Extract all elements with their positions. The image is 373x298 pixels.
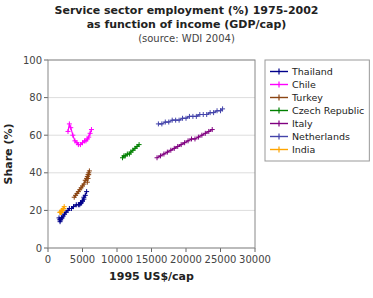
plot-area <box>57 106 226 224</box>
point <box>87 168 92 173</box>
point <box>66 129 71 134</box>
y-tick-label: 0 <box>36 243 42 254</box>
point <box>220 106 225 111</box>
x-tick-label: 20000 <box>170 254 202 265</box>
y-tick <box>44 210 48 211</box>
y-tick-label: 20 <box>29 205 42 216</box>
y-tick <box>44 248 48 249</box>
point <box>86 176 91 181</box>
title: Service sector employment (%) 1975-2002 <box>55 4 319 17</box>
legend-box <box>265 60 369 161</box>
legend-marker <box>276 108 282 114</box>
legend-label: Chile <box>292 79 316 90</box>
series <box>120 142 142 160</box>
x-axis-label: 1995 US$/cap <box>109 270 194 283</box>
x-tick <box>186 248 187 252</box>
point <box>70 133 75 138</box>
legend-marker <box>276 82 282 88</box>
series-line <box>68 124 91 145</box>
grid-line <box>48 172 255 173</box>
x-tick <box>117 248 118 252</box>
legend-label: India <box>292 144 315 155</box>
point <box>86 172 91 177</box>
legend-label: Thailand <box>291 66 333 77</box>
subtitle: as function of income (GDP/cap) <box>87 18 287 31</box>
x-tick <box>220 248 221 252</box>
x-tick-label: 10000 <box>101 254 133 265</box>
grid-line <box>48 210 255 211</box>
legend-marker <box>276 121 282 127</box>
legend-marker <box>276 69 282 75</box>
x-tick <box>255 248 256 252</box>
series-line <box>158 109 222 124</box>
x-tick-label: 5000 <box>70 254 95 265</box>
y-tick <box>44 135 48 136</box>
legend-label: Netherlands <box>292 131 350 142</box>
plot-frame <box>48 60 255 248</box>
x-tick-label: 15000 <box>136 254 168 265</box>
x-tick-label: 0 <box>45 254 51 265</box>
chart: Service sector employment (%) 1975-2002a… <box>0 0 373 298</box>
series <box>66 121 94 147</box>
legend-label: Czech Republic <box>292 105 364 116</box>
legend-marker <box>276 134 282 140</box>
legend-label: Italy <box>292 118 313 129</box>
legend-label: Turkey <box>291 92 323 103</box>
x-tick-label: 30000 <box>239 254 271 265</box>
annotation: (source: WDI 2004) <box>138 33 235 44</box>
series-line <box>123 145 140 158</box>
x-tick <box>82 248 83 252</box>
y-tick <box>44 97 48 98</box>
x-tick-label: 25000 <box>205 254 237 265</box>
point <box>89 127 94 132</box>
y-axis-label: Share (%) <box>2 124 15 185</box>
series <box>156 106 225 126</box>
y-tick-label: 100 <box>23 55 42 66</box>
grid-line <box>48 97 255 98</box>
legend-marker <box>276 147 282 153</box>
y-tick-label: 40 <box>29 167 42 178</box>
y-tick <box>44 60 48 61</box>
y-tick-label: 60 <box>29 130 42 141</box>
point <box>210 127 215 132</box>
series <box>72 168 92 199</box>
series-line <box>59 192 87 222</box>
series-line <box>157 130 212 158</box>
grid <box>48 60 255 248</box>
x-tick <box>151 248 152 252</box>
point <box>68 125 73 130</box>
point <box>137 142 142 147</box>
series <box>57 189 90 224</box>
point <box>85 180 90 185</box>
legend: Thailand Chile Turkey Czech Republic Italy Ne… <box>265 60 369 161</box>
grid-line <box>48 135 255 136</box>
legend-marker <box>276 95 282 101</box>
point <box>84 189 89 194</box>
point <box>62 204 67 209</box>
series <box>155 127 215 160</box>
x-tick <box>48 248 49 252</box>
series <box>57 204 66 215</box>
y-tick-label: 80 <box>29 92 42 103</box>
y-tick <box>44 172 48 173</box>
